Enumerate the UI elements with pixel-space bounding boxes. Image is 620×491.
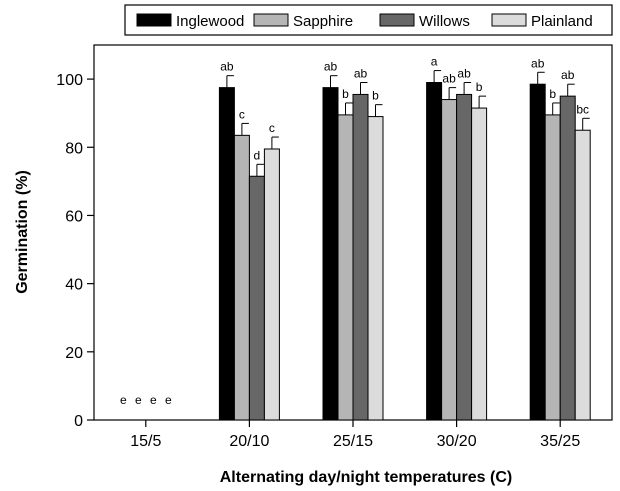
- legend-label: Plainland: [531, 13, 593, 30]
- x-tick-label: 25/15: [333, 433, 373, 450]
- legend-swatch-inglewood: [136, 13, 172, 27]
- legend-label: Inglewood: [176, 13, 244, 30]
- significance-label: ab: [531, 56, 545, 70]
- y-tick-label: 80: [65, 140, 83, 157]
- significance-label: ab: [354, 67, 368, 81]
- significance-label: c: [269, 121, 275, 135]
- bar-willows: [559, 95, 576, 421]
- legend-label: Sapphire: [293, 13, 353, 30]
- bar-willows: [352, 93, 369, 421]
- x-tick-label: 30/20: [437, 433, 477, 450]
- y-tick-label: 0: [74, 413, 83, 430]
- x-axis-title: Alternating day/night temperatures (C): [220, 469, 512, 486]
- legend-swatch-plainland: [491, 13, 527, 27]
- significance-label: b: [549, 87, 556, 101]
- significance-label: c: [239, 107, 245, 121]
- bar-inglewood: [529, 83, 546, 421]
- bar-willows: [248, 175, 265, 421]
- bar-sapphire: [337, 114, 354, 421]
- bar-sapphire: [233, 134, 250, 421]
- significance-label: a: [431, 55, 438, 69]
- significance-label: e: [165, 393, 172, 407]
- y-tick-label: 40: [65, 277, 83, 294]
- significance-label: bc: [576, 102, 589, 116]
- legend-box: [124, 4, 613, 36]
- significance-label: ab: [220, 60, 234, 74]
- y-tick-label: 60: [65, 208, 83, 225]
- bar-inglewood: [218, 87, 235, 421]
- bar-inglewood: [322, 87, 339, 421]
- bar-sapphire: [441, 99, 458, 421]
- significance-label: b: [342, 87, 349, 101]
- x-tick-label: 20/10: [229, 433, 269, 450]
- bar-willows: [456, 93, 473, 421]
- bar-plainland: [574, 129, 591, 421]
- significance-label: b: [372, 89, 379, 103]
- legend-swatch-willows: [379, 13, 415, 27]
- legend-label: Willows: [419, 13, 470, 30]
- significance-label: ab: [457, 67, 471, 81]
- bar-sapphire: [544, 114, 561, 421]
- y-tick-label: 100: [56, 72, 83, 89]
- significance-label: d: [254, 148, 261, 162]
- significance-label: b: [476, 80, 483, 94]
- significance-label: e: [150, 393, 157, 407]
- y-axis-title: Germination (%): [14, 170, 31, 294]
- y-tick-label: 20: [65, 345, 83, 362]
- significance-label: e: [135, 393, 142, 407]
- bar-plainland: [263, 148, 280, 421]
- legend: Inglewood Sapphire Willows Plainland: [124, 4, 613, 36]
- bar-plainland: [367, 116, 384, 421]
- bar-plainland: [471, 107, 488, 421]
- x-tick-label: 15/5: [130, 433, 161, 450]
- x-tick-label: 35/25: [540, 433, 580, 450]
- significance-label: e: [120, 393, 127, 407]
- legend-swatch-sapphire: [253, 13, 289, 27]
- significance-label: ab: [561, 68, 575, 82]
- significance-label: ab: [324, 60, 338, 74]
- significance-label: ab: [442, 72, 456, 86]
- bar-inglewood: [426, 82, 443, 421]
